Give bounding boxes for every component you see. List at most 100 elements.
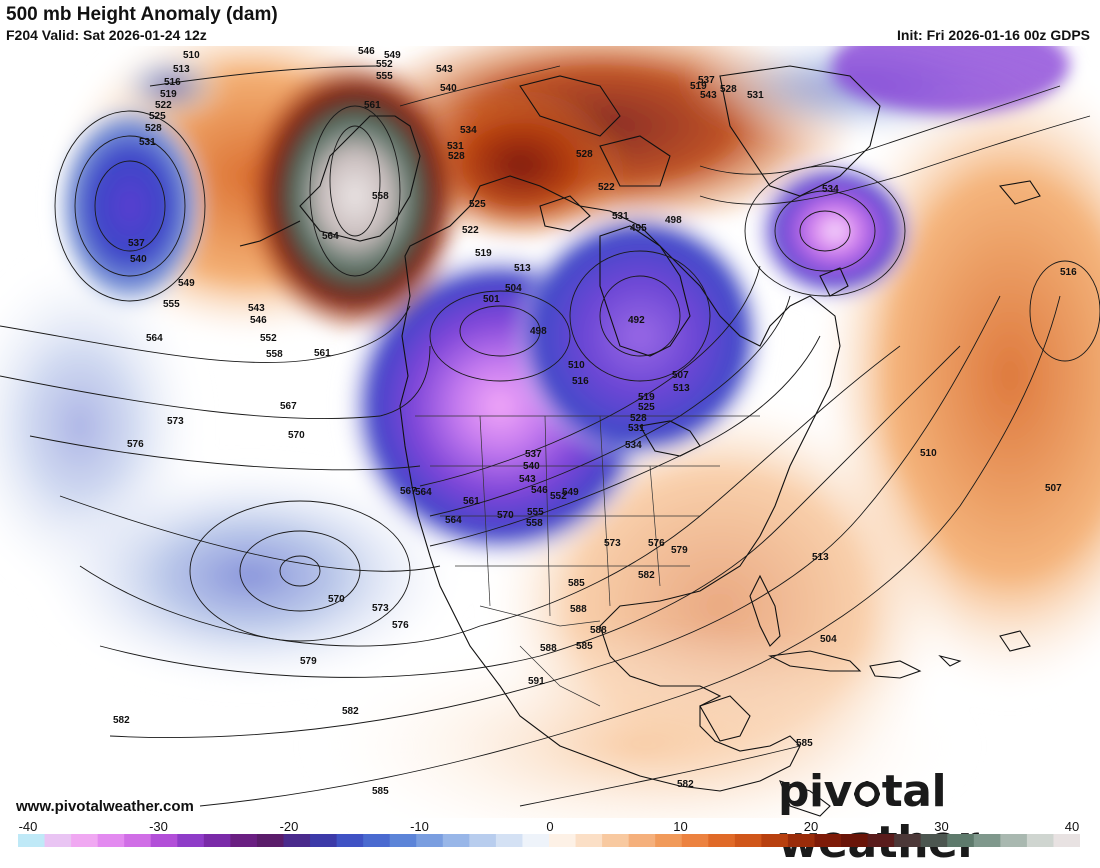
- contour-label: 582: [113, 715, 130, 726]
- coastlines: [239, 65, 1041, 817]
- colorbar-swatch: [71, 834, 99, 847]
- colorbar-swatch: [920, 834, 948, 847]
- colorbar-swatch: [681, 834, 709, 847]
- map-header: 500 mb Height Anomaly (dam) F204 Valid: …: [0, 0, 1100, 46]
- colorbar-swatch: [1026, 834, 1054, 847]
- contour-label: 543: [700, 90, 717, 101]
- contour-label: 543: [436, 64, 453, 75]
- colorbar-swatch: [867, 834, 895, 847]
- contour-label: 555: [163, 299, 180, 310]
- colorbar-swatch: [203, 834, 231, 847]
- colorbar-swatch: [177, 834, 205, 847]
- contour-label: 540: [440, 83, 457, 94]
- contour-label: 534: [625, 440, 642, 451]
- contour-label: 546: [358, 46, 375, 57]
- contour-label: 579: [300, 656, 317, 667]
- contour-label: 510: [183, 50, 200, 61]
- colorbar-tick-label: -20: [279, 819, 299, 834]
- contour-label: 525: [638, 402, 655, 413]
- contour-label: 519: [475, 248, 492, 259]
- colorbar-swatch: [230, 834, 258, 847]
- colorbar-swatch: [283, 834, 311, 847]
- contour-label: 573: [167, 416, 184, 427]
- contour-label: 513: [812, 552, 829, 563]
- contour-label: 522: [155, 100, 172, 111]
- contour-label: 588: [590, 625, 607, 636]
- colorbar-swatch: [655, 834, 683, 847]
- contour-label: 543: [248, 303, 265, 314]
- colorbar-swatch: [416, 834, 444, 847]
- colorbar-swatch: [708, 834, 736, 847]
- site-url: www.pivotalweather.com: [16, 798, 194, 815]
- colorbar-swatch: [310, 834, 338, 847]
- contour-label: 507: [1045, 483, 1062, 494]
- contour-label: 501: [483, 294, 500, 305]
- colorbar-swatch: [363, 834, 391, 847]
- contour-label: 567: [280, 401, 297, 412]
- contour-label: 585: [576, 641, 593, 652]
- contour-label: 498: [530, 326, 547, 337]
- colorbar-swatch: [841, 834, 869, 847]
- contour-label: 528: [720, 84, 737, 95]
- contour-label: 510: [568, 360, 585, 371]
- contour-label: 519: [638, 392, 655, 403]
- valid-time: F204 Valid: Sat 2026-01-24 12z: [6, 27, 207, 43]
- contour-label: 552: [260, 333, 277, 344]
- contour-label: 579: [671, 545, 688, 556]
- colorbar-swatch: [442, 834, 470, 847]
- colorbar-swatch: [389, 834, 417, 847]
- contour-label: 549: [384, 50, 401, 61]
- anomaly-shading: [0, 46, 1100, 818]
- colorbar-swatch: [256, 834, 284, 847]
- contour-label: 588: [570, 604, 587, 615]
- contour-label: 537: [525, 449, 542, 460]
- contour-label: 582: [677, 779, 694, 790]
- contour-label: 531: [628, 423, 645, 434]
- contour-label: 570: [497, 510, 514, 521]
- contour-label: 564: [146, 333, 163, 344]
- height-anomaly-map: 5105135165195225255285315375405495555645…: [0, 46, 1100, 818]
- contour-label: 561: [314, 348, 331, 359]
- contour-label: 549: [178, 278, 195, 289]
- colorbar-swatch: [761, 834, 789, 847]
- contour-label: 564: [322, 231, 339, 242]
- contour-label: 498: [665, 215, 682, 226]
- colorbar-swatch: [947, 834, 975, 847]
- colorbar-tick-label: -40: [18, 819, 38, 834]
- contour-label: 531: [747, 90, 764, 101]
- init-time: Init: Fri 2026-01-16 00z GDPS: [897, 27, 1090, 43]
- contour-label: 525: [469, 199, 486, 210]
- contour-label: 546: [531, 485, 548, 496]
- political-boundaries: [415, 415, 760, 707]
- contour-label: 552: [550, 491, 567, 502]
- colorbar-swatch: [787, 834, 815, 847]
- colorbar-swatch: [124, 834, 152, 847]
- contour-label: 543: [519, 474, 536, 485]
- colorbar-swatch: [734, 834, 762, 847]
- contour-label: 561: [463, 496, 480, 507]
- colorbar-swatch: [44, 834, 72, 847]
- brand-text-left: piv: [778, 766, 852, 817]
- contour-label: 504: [820, 634, 837, 645]
- contour-label: 555: [527, 507, 544, 518]
- colorbar-swatch: [549, 834, 577, 847]
- contour-label: 591: [528, 676, 545, 687]
- contour-label: 531: [612, 211, 629, 222]
- colorbar-swatch: [1000, 834, 1028, 847]
- colorbar-swatch: [973, 834, 1001, 847]
- contour-label: 573: [604, 538, 621, 549]
- contour-label: 573: [372, 603, 389, 614]
- contour-label: 558: [526, 518, 543, 529]
- contour-label: 522: [462, 225, 479, 236]
- contour-label: 546: [250, 315, 267, 326]
- contour-label: 570: [288, 430, 305, 441]
- colorbar-swatch: [336, 834, 364, 847]
- contour-label: 561: [364, 100, 381, 111]
- contour-label: 540: [130, 254, 147, 265]
- contour-label: 585: [372, 786, 389, 797]
- contour-label: 540: [523, 461, 540, 472]
- contour-label: 516: [164, 77, 181, 88]
- contour-label: 582: [342, 706, 359, 717]
- contour-label: 510: [920, 448, 937, 459]
